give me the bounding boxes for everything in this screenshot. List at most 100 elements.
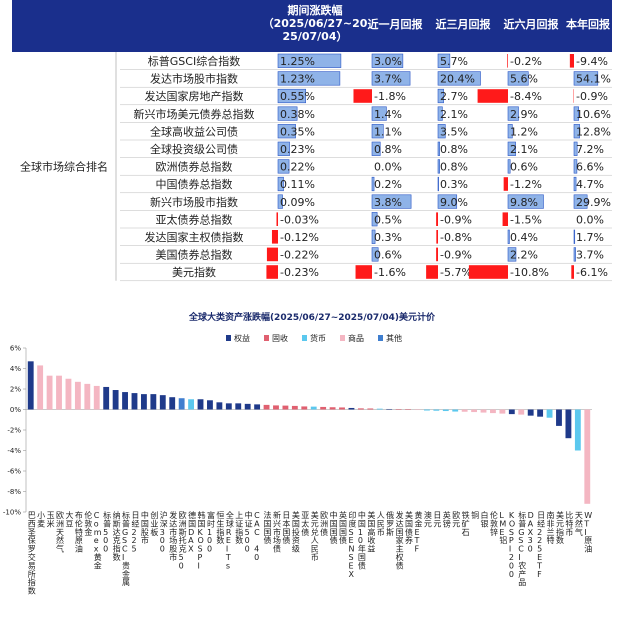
category-label: 白银 [481,510,489,528]
cell-value: 2.7% [440,90,468,103]
bar [103,386,110,410]
cell-bar-positive [507,247,517,262]
bar [423,409,430,411]
bar [357,408,364,410]
legend-label: 其他 [386,333,402,343]
cell-bar-positive [437,88,444,104]
bar [442,409,449,412]
legend-label: 固收 [272,333,288,343]
bar [74,381,81,410]
bar [159,395,166,410]
bar [140,394,147,410]
cell-bar-positive [371,141,381,156]
category-label: 澳元 [424,510,432,528]
bar [282,405,289,410]
cell-bar-positive [573,176,577,192]
category-label: 标普 G S C I 农产品 [518,510,526,587]
table-header-bg [12,0,612,52]
bar [291,405,298,410]
cell-value: 2.2% [510,249,538,262]
bar [508,409,515,415]
bar [537,409,544,417]
cell-value: 0.6% [374,249,402,262]
cell-bar-positive [371,176,375,192]
cell-value: -1.2% [510,178,542,191]
bar [546,409,553,418]
cell-bar-negative [426,265,438,279]
cell-bar-positive [437,124,446,139]
table-header-3: 近六月回报 [504,17,560,31]
row-name: 欧洲债券总指数 [156,160,233,174]
cell-bar-positive [277,71,341,86]
table-header-1: 近一月回报 [368,17,424,31]
cell-bar-negative [436,212,438,226]
bar [490,409,496,414]
legend-swatch [264,335,269,341]
bar [395,409,402,410]
category-label: 标普 G S C I 贵金属 [122,510,130,587]
cell-bar-positive [371,106,387,121]
y-tick-label: 6% [10,345,21,353]
row-name: 美国债券总指数 [156,248,233,262]
bar [386,408,393,410]
cell-bar-positive [573,194,588,209]
cell-bar-positive [507,141,516,156]
y-tick-label: -6% [7,468,21,476]
cell-bar-negative [571,265,574,279]
bar [527,409,534,416]
cell-value: -9.4% [576,55,608,68]
category-label: 比特币 [565,510,573,537]
category-label: 沪深 3 0 0 [160,510,168,554]
category-label: 美国投资级 [292,510,300,554]
category-label: 新兴市场债 [273,510,281,554]
bar [122,392,128,410]
cell-value: 0.3% [374,231,402,244]
bar [225,403,232,410]
cell-value: 3.5% [440,125,468,138]
cell-value: 0.38% [280,108,315,121]
cell-value: -0.9% [440,213,472,226]
cell-bar-negative [436,230,438,244]
category-label: 欧洲债 [320,510,328,537]
cell-bar-positive [277,124,296,139]
cell-bar-negative [468,265,508,279]
cell-value: 4.7% [576,178,604,191]
cell-value: -0.22% [280,249,319,262]
bar [178,398,185,410]
category-label: 印度 S E N S E X [348,511,356,579]
cell-value: 0.55% [280,90,315,103]
bar [112,390,119,410]
legend-swatch [340,335,345,341]
cell-bar-positive [371,53,404,68]
cell-value: -0.9% [576,90,608,103]
bar [244,403,251,410]
bar [367,408,374,410]
legend-swatch [226,335,231,341]
bar [84,383,91,410]
bar [150,394,157,410]
bar [301,406,308,410]
category-label: 中国国债 [330,510,338,545]
bar [480,409,487,413]
legend-label: 商品 [348,333,364,343]
bar [46,375,53,410]
cell-value: 0.6% [510,161,538,174]
cell-value: 1.23% [280,73,315,86]
bar [414,409,421,411]
cell-value: 0.35% [280,125,315,138]
category-label: 玉米 [47,511,55,528]
cell-value: -0.23% [280,266,319,279]
bar [461,409,468,412]
cell-value: 0.09% [280,196,315,209]
bar [574,409,581,451]
row-name: 亚太债券总指数 [156,212,233,226]
cell-bar-negative [271,230,278,244]
y-tick-label: -8% [7,488,21,496]
cell-value: 3.7% [374,73,402,86]
cell-bar-negative [266,247,278,262]
y-tick-label: -10% [3,509,21,517]
